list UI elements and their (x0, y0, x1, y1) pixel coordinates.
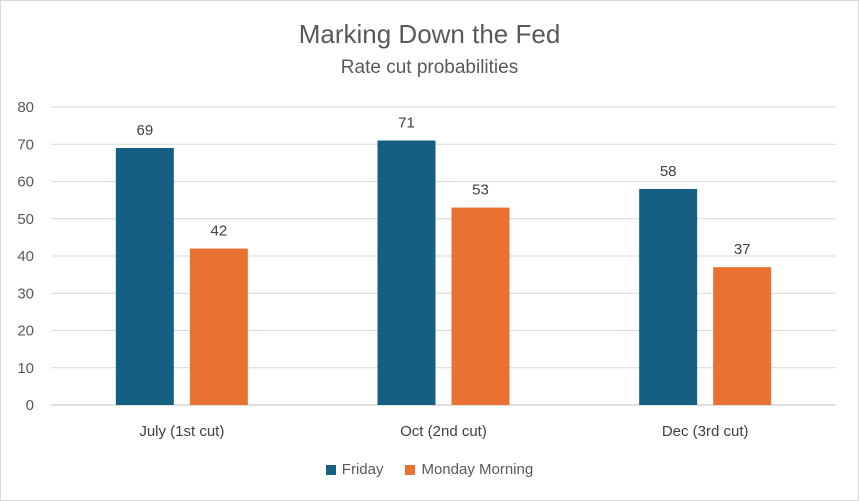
legend-label-monday-morning: Monday Morning (421, 461, 534, 478)
x-tick-label: July (1st cut) (139, 423, 224, 440)
data-label: 53 (472, 182, 489, 199)
data-label: 58 (660, 163, 677, 180)
y-tick-label: 10 (17, 360, 34, 377)
bar (189, 248, 248, 405)
y-tick-label: 40 (17, 248, 34, 265)
bar (713, 267, 772, 405)
y-tick-label: 0 (26, 397, 34, 414)
x-tick-label: Oct (2nd cut) (400, 423, 487, 440)
legend-item-monday-morning: Monday Morning (405, 461, 533, 478)
legend-swatch-monday-morning (405, 464, 416, 475)
y-tick-label: 30 (17, 285, 34, 302)
bar (639, 188, 698, 405)
data-label: 37 (734, 241, 751, 258)
data-label: 69 (136, 122, 153, 139)
y-tick-label: 50 (17, 211, 34, 228)
bar (115, 147, 174, 405)
y-tick-label: 60 (17, 174, 34, 191)
chart-title: Marking Down the Fed (298, 19, 561, 49)
y-tick-label: 70 (17, 136, 34, 153)
data-label: 42 (210, 223, 227, 240)
legend-item-friday: Friday (325, 461, 384, 478)
legend: Friday Monday Morning (1, 461, 858, 478)
y-tick-label: 20 (17, 323, 34, 340)
bar (377, 140, 436, 405)
y-tick-label: 80 (17, 99, 34, 116)
legend-label-friday: Friday (341, 461, 384, 478)
x-tick-label: Dec (3rd cut) (662, 423, 749, 440)
plot-area: 0 10 20 30 40 50 60 70 80 69 42 July (1st cut) 71 53 O… (17, 99, 836, 440)
legend-swatch-friday (325, 464, 336, 475)
bar (451, 207, 510, 405)
data-label: 71 (398, 115, 415, 132)
chart-subtitle: Rate cut probabilities (340, 57, 519, 78)
